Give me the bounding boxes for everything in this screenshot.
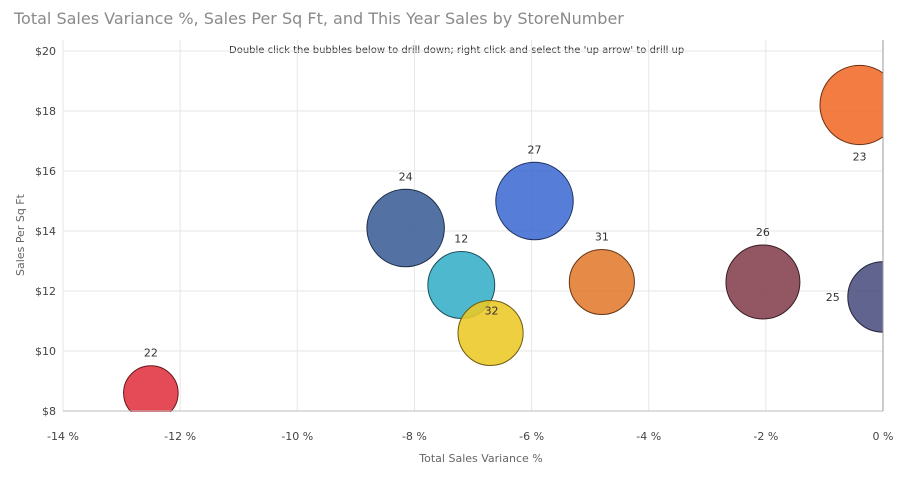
x-tick-label: -6 % (519, 430, 544, 443)
bubble-label-24: 24 (399, 170, 413, 183)
bubble-store-22[interactable] (123, 365, 179, 421)
bubble-labels: 22 24 12 32 27 31 26 25 23 (144, 143, 867, 359)
bubble-label-25: 25 (826, 291, 840, 304)
bubble-store-23[interactable] (819, 64, 899, 146)
bubble-label-23: 23 (853, 151, 867, 164)
x-tick-label: -12 % (164, 430, 196, 443)
x-tick-label: -8 % (402, 430, 427, 443)
y-tick-label: $10 (35, 345, 56, 358)
x-tick-label: -10 % (281, 430, 313, 443)
x-tick-label: -14 % (47, 430, 79, 443)
bubble-store-24[interactable] (366, 188, 445, 268)
y-tick-label: $14 (35, 225, 56, 238)
x-tick-label: -2 % (753, 430, 778, 443)
y-axis-title: Sales Per Sq Ft (14, 193, 27, 276)
bubble-store-25[interactable] (847, 261, 914, 333)
y-tick-label: $16 (35, 165, 56, 178)
bubble-label-32: 32 (485, 304, 499, 317)
x-axis-title: Total Sales Variance % (418, 452, 542, 465)
bubble-label-22: 22 (144, 347, 158, 360)
bubble-store-27[interactable] (495, 161, 574, 241)
bubble-label-12: 12 (454, 233, 468, 246)
bubble-store-32[interactable] (457, 299, 524, 367)
x-tick-label: -4 % (636, 430, 661, 443)
bubble-layer (123, 64, 914, 421)
bubble-label-31: 31 (595, 230, 609, 243)
y-tick-label: $12 (35, 285, 56, 298)
bubble-label-26: 26 (756, 226, 770, 239)
y-tick-label: $18 (35, 105, 56, 118)
bubble-store-31[interactable] (568, 248, 635, 316)
x-tick-label: 0 % (873, 430, 894, 443)
bubble-label-27: 27 (528, 143, 542, 156)
y-tick-label: $8 (42, 405, 56, 418)
bubble-store-26[interactable] (725, 244, 801, 320)
chart-title: Total Sales Variance %, Sales Per Sq Ft,… (14, 9, 624, 28)
y-tick-label: $20 (35, 45, 56, 58)
axes: $8 $10 $12 $14 $16 $18 $20 -14 % -12 % -10 % -8 % -… (35, 40, 893, 443)
